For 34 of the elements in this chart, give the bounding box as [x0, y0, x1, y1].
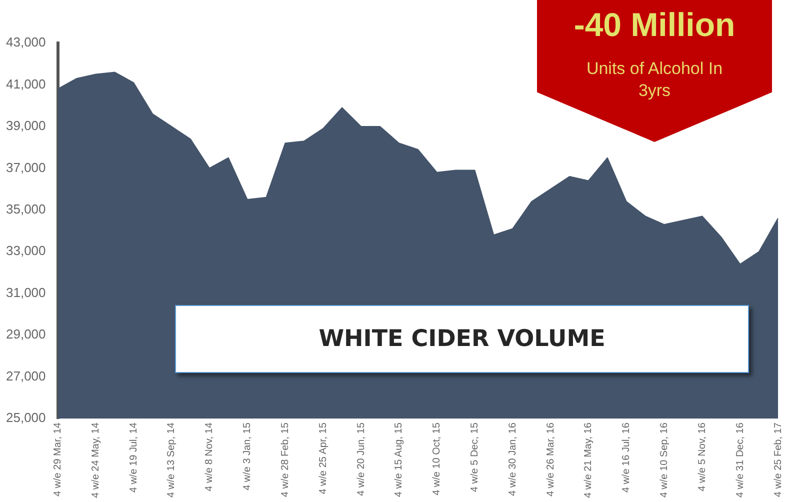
x-tick-label: 4 w/e 30 Jan, 16 — [507, 422, 518, 496]
x-tick-label: 4 w/e 29 Mar, 14 — [52, 422, 64, 497]
y-tick-label: 29,000 — [6, 326, 46, 342]
annotation: Units of Alcohol In 3yrs — [585, 58, 724, 102]
y-tick-label: 39,000 — [6, 118, 46, 134]
annotation: -40 Million — [572, 6, 736, 44]
x-tick-label: 4 w/e 25 Apr, 15 — [318, 422, 329, 494]
x-tick-label: 4 w/e 5 Nov, 16 — [696, 422, 708, 492]
y-tick-label: 35,000 — [6, 202, 46, 217]
x-tick-label: 4 w/e 15 Aug, 15 — [394, 422, 405, 498]
x-tick-label: 4 w/e 31 Dec, 16 — [734, 422, 746, 498]
annotation: WHITE CIDER VOLUME — [318, 326, 606, 352]
x-tick-label: 4 w/e 10 Oct, 15 — [432, 422, 443, 496]
y-tick-label: 25,000 — [6, 410, 46, 426]
x-tick-label: 4 w/e 19 Jul, 14 — [128, 422, 140, 493]
x-tick-label: 4 w/e 25 Feb, 17 — [772, 422, 784, 498]
x-tick-label: 4 w/e 10 Sep, 16 — [659, 422, 670, 498]
y-tick-label: 37,000 — [6, 160, 46, 175]
y-tick-label: 41,000 — [6, 76, 46, 92]
x-tick-label: 4 w/e 3 Jan, 15 — [242, 422, 254, 490]
y-tick-label: 31,000 — [6, 284, 46, 300]
x-tick-label: 4 w/e 5 Dec, 15 — [469, 422, 480, 492]
y-tick-label: 43,000 — [6, 34, 46, 50]
x-tick-label: 4 w/e 24 May, 14 — [90, 422, 102, 498]
x-tick-label: 4 w/e 21 May, 16 — [583, 422, 594, 498]
x-tick-label: 4 w/e 16 Jul, 16 — [621, 422, 632, 493]
x-tick-label: 4 w/e 26 Mar, 16 — [545, 422, 556, 497]
x-tick-label: 4 w/e 28 Feb, 15 — [280, 422, 291, 498]
text-box: WHITE CIDER VOLUME — [175, 305, 749, 373]
y-tick-label: 33,000 — [6, 243, 46, 258]
x-tick-label: 4 w/e 8 Nov, 14 — [204, 422, 216, 492]
y-tick-label: 27,000 — [6, 368, 46, 384]
x-tick-label: 4 w/e 13 Sep, 14 — [166, 422, 178, 498]
x-tick-label: 4 w/e 20 Jun, 15 — [356, 422, 367, 496]
